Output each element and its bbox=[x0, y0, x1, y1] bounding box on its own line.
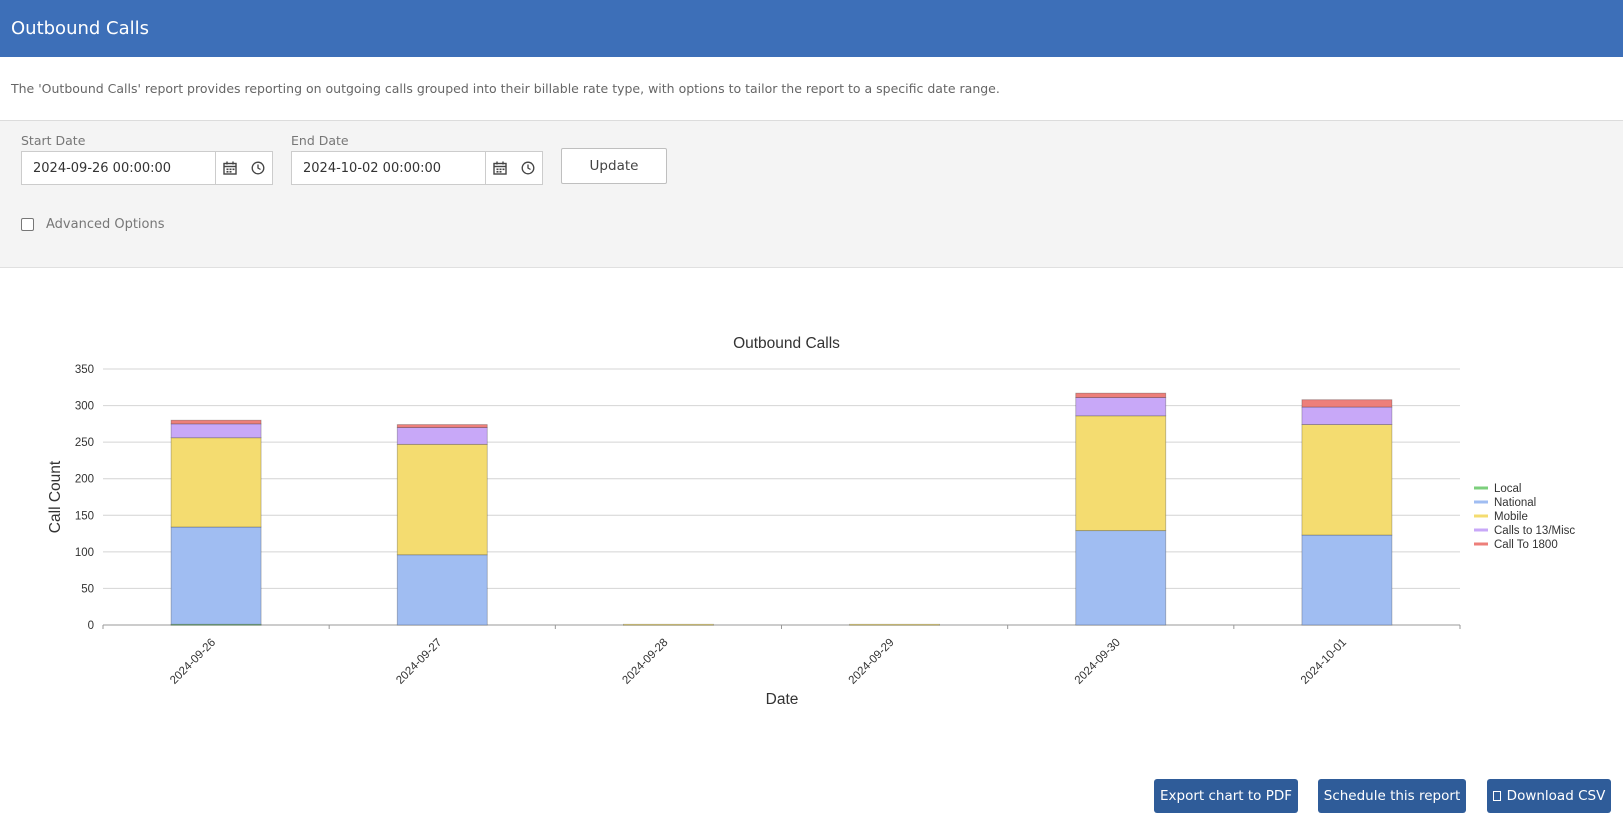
clock-icon[interactable] bbox=[244, 152, 272, 184]
x-tick-label: 2024-09-28 bbox=[620, 637, 670, 687]
download-csv-label: Download CSV bbox=[1506, 788, 1606, 804]
y-tick-label: 50 bbox=[81, 583, 94, 595]
end-date-input-group: 2024-10-02 00:00:00 bbox=[291, 151, 543, 185]
end-date-label: End Date bbox=[291, 133, 349, 148]
advanced-options[interactable]: Advanced Options bbox=[21, 217, 165, 232]
bar-segment bbox=[396, 424, 488, 428]
calendar-icon[interactable] bbox=[216, 152, 244, 184]
legend-label: Local bbox=[1494, 483, 1522, 495]
bar-segment bbox=[1301, 399, 1393, 408]
y-tick-label: 150 bbox=[75, 510, 94, 522]
bar-segment bbox=[1301, 406, 1393, 425]
bar-segment bbox=[396, 443, 488, 556]
bar-segment bbox=[623, 623, 714, 626]
bar-segment bbox=[1301, 534, 1393, 626]
y-tick-label: 250 bbox=[75, 437, 94, 449]
bar-segment bbox=[396, 427, 488, 445]
bar-segment bbox=[1075, 392, 1167, 398]
x-tick-label: 2024-09-26 bbox=[168, 637, 218, 687]
action-buttons: Export chart to PDF Schedule this report… bbox=[0, 779, 1623, 813]
x-tick-label: 2024-09-27 bbox=[394, 637, 444, 687]
page-header: Outbound Calls bbox=[0, 0, 1623, 57]
start-date-field: Start Date 2024-09-26 00:00:00 bbox=[21, 133, 273, 185]
bar-segment bbox=[170, 419, 262, 425]
y-axis-label: Call Count bbox=[47, 460, 64, 533]
bar-segment bbox=[1075, 397, 1167, 417]
legend-label: Call To 1800 bbox=[1494, 539, 1558, 551]
download-csv-button[interactable]: Download CSV bbox=[1487, 779, 1611, 813]
bar-segment bbox=[1301, 424, 1393, 536]
bar-segment bbox=[170, 423, 262, 439]
x-axis-label: Date bbox=[766, 691, 799, 708]
export-pdf-button[interactable]: Export chart to PDF bbox=[1154, 779, 1298, 813]
y-tick-label: 300 bbox=[75, 401, 94, 413]
description-text: The 'Outbound Calls' report provides rep… bbox=[11, 81, 1000, 96]
end-date-input[interactable]: 2024-10-02 00:00:00 bbox=[292, 152, 486, 184]
legend-label: Mobile bbox=[1494, 511, 1528, 523]
bar-segment bbox=[170, 437, 262, 528]
update-button[interactable]: Update bbox=[561, 148, 667, 184]
y-tick-label: 200 bbox=[75, 474, 94, 486]
x-tick-label: 2024-09-30 bbox=[1073, 637, 1123, 687]
chart-container: Outbound Calls 0 50 100 150 200 250 300 350 2024-… bbox=[0, 270, 1623, 730]
schedule-report-button[interactable]: Schedule this report bbox=[1318, 779, 1466, 813]
end-date-field: End Date 2024-10-02 00:00:00 bbox=[291, 133, 543, 185]
x-tick-label: 2024-10-01 bbox=[1299, 637, 1349, 687]
outbound-calls-chart: Outbound Calls 0 50 100 150 200 250 300 350 2024-… bbox=[47, 335, 1575, 708]
y-tick-label: 0 bbox=[88, 620, 94, 632]
filter-panel: Start Date 2024-09-26 00:00:00 End Date … bbox=[0, 121, 1623, 268]
y-tick-label: 350 bbox=[75, 364, 94, 376]
x-tick-label: 2024-09-29 bbox=[847, 637, 897, 687]
page-title: Outbound Calls bbox=[11, 18, 150, 39]
bar-segment bbox=[1075, 530, 1167, 626]
clock-icon[interactable] bbox=[514, 152, 542, 184]
advanced-options-checkbox[interactable] bbox=[21, 218, 34, 231]
calendar-icon[interactable] bbox=[486, 152, 514, 184]
y-tick-label: 100 bbox=[75, 547, 94, 559]
legend-label: Calls to 13/Misc bbox=[1494, 525, 1575, 537]
report-description: The 'Outbound Calls' report provides rep… bbox=[0, 57, 1623, 121]
legend-label: National bbox=[1494, 497, 1536, 509]
advanced-options-label: Advanced Options bbox=[46, 217, 165, 232]
bar-segment bbox=[170, 526, 262, 625]
start-date-label: Start Date bbox=[21, 133, 86, 148]
start-date-input[interactable]: 2024-09-26 00:00:00 bbox=[22, 152, 216, 184]
start-date-input-group: 2024-09-26 00:00:00 bbox=[21, 151, 273, 185]
chart-title: Outbound Calls bbox=[733, 335, 840, 352]
bar-segment bbox=[396, 554, 488, 626]
bar-segment bbox=[1075, 415, 1167, 532]
bar-segment bbox=[849, 623, 940, 626]
download-icon bbox=[1492, 791, 1501, 801]
